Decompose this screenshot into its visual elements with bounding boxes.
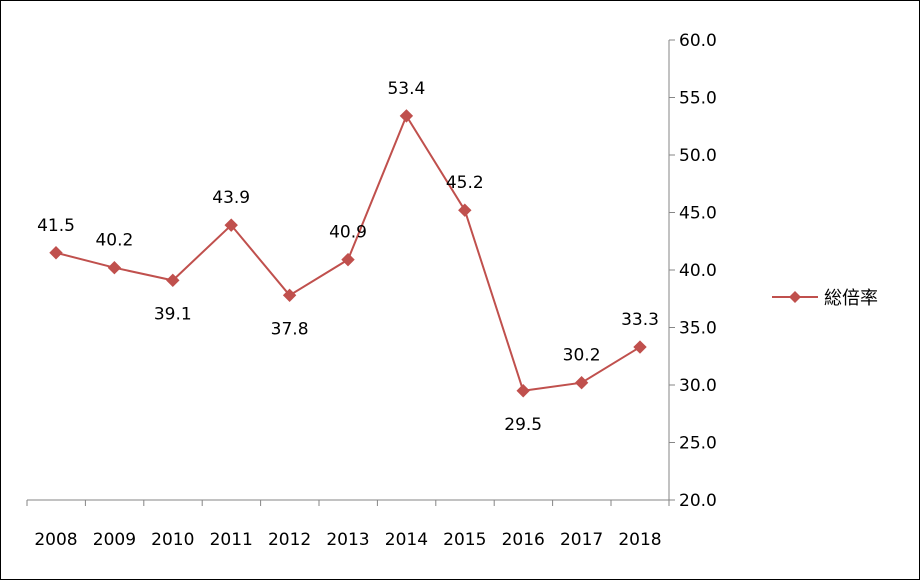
data-label: 40.9: [329, 223, 367, 243]
y-tick-label: 55.0: [679, 89, 717, 109]
data-label: 33.3: [621, 310, 659, 330]
data-point-marker: [458, 203, 472, 217]
data-label: 45.2: [446, 173, 484, 193]
data-label: 41.5: [37, 216, 75, 236]
legend-diamond-marker: [789, 291, 801, 303]
y-tick-label: 45.0: [679, 204, 717, 224]
data-label: 30.2: [563, 346, 601, 366]
data-point-marker: [282, 288, 297, 303]
y-tick-label: 25.0: [679, 434, 717, 454]
data-point-marker: [166, 273, 180, 288]
y-tick-label: 60.0: [679, 31, 717, 51]
x-tick-label: 2018: [618, 530, 661, 550]
data-label: 53.4: [387, 79, 425, 99]
x-tick-label: 2009: [93, 530, 136, 550]
y-tick-label: 35.0: [679, 319, 717, 339]
y-tick-label: 50.0: [679, 146, 717, 166]
legend: 総倍率: [772, 288, 878, 309]
y-tick-label: 20.0: [679, 491, 717, 511]
data-point-marker: [49, 246, 63, 260]
x-tick-label: 2014: [385, 530, 428, 550]
data-label: 29.5: [504, 415, 542, 435]
legend-series-name: 総倍率: [824, 288, 878, 309]
y-tick-label: 40.0: [679, 261, 717, 281]
series-group: [49, 109, 647, 398]
x-tick-label: 2011: [210, 530, 253, 550]
x-tick-label: 2010: [151, 530, 194, 550]
data-label: 39.1: [154, 304, 192, 324]
data-point-marker: [574, 375, 589, 390]
data-label: 40.2: [95, 231, 133, 251]
data-labels-group: 41.5 40.2 39.1 43.9 37.8 40.9 53.4 45.2 29.5 30.2…: [37, 79, 659, 435]
data-point-marker: [516, 384, 530, 398]
data-point-marker: [341, 252, 355, 267]
x-tick-label: 2008: [34, 530, 77, 550]
x-tick-label: 2015: [443, 530, 486, 550]
data-point-marker: [399, 109, 414, 123]
data-point-marker: [633, 340, 647, 354]
y-tick-label: 30.0: [679, 376, 717, 396]
data-point-marker: [224, 218, 238, 232]
x-tick-label: 2012: [268, 530, 311, 550]
axes: 20.0 25.0 30.0 35.0 40.0 45.0 50.0 55.0 60.0 2008…: [26, 31, 717, 550]
data-label: 37.8: [271, 319, 309, 339]
data-point-marker: [107, 260, 122, 275]
x-tick-label: 2017: [560, 530, 603, 550]
x-tick-label: 2013: [326, 530, 369, 550]
data-label: 43.9: [212, 188, 250, 208]
x-tick-label: 2016: [502, 530, 545, 550]
